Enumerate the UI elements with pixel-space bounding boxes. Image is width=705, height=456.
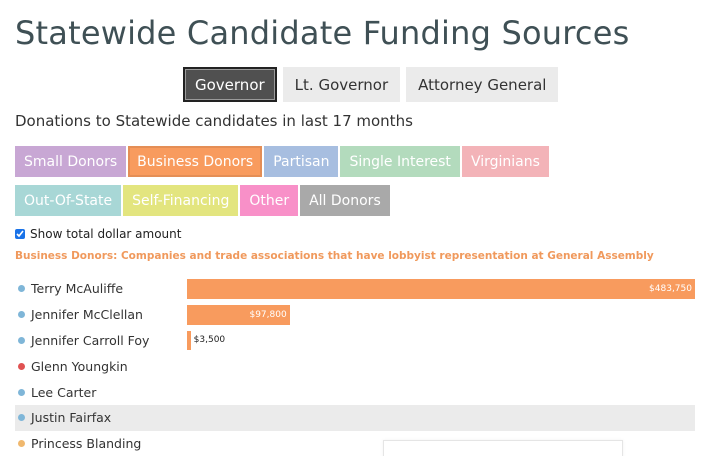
candidate-name: Justin Fairfax (31, 410, 112, 426)
party-dot-icon (18, 285, 25, 293)
bar-track (187, 382, 695, 402)
filter-out-of-state[interactable]: Out-Of-State (15, 185, 122, 216)
filter-all-donors[interactable]: All Donors (300, 185, 390, 216)
candidate-row[interactable]: Glenn Youngkin (15, 353, 695, 379)
candidate-row[interactable]: Jennifer McClellan $97,800 (15, 302, 695, 328)
candidate-row[interactable]: Princess Blanding (15, 431, 695, 456)
candidate-row[interactable]: Terry McAuliffe $483,750 (15, 276, 695, 302)
party-dot-icon (18, 362, 25, 370)
party-dot-icon (18, 311, 25, 319)
party-dot-icon (18, 414, 25, 422)
candidate-bar-chart: Terry McAuliffe $483,750 Jennifer McClella… (15, 276, 695, 456)
bar-track: $97,800 (187, 304, 695, 325)
funding-bar[interactable] (187, 279, 695, 299)
show-total-checkbox[interactable] (15, 229, 25, 239)
category-description: Business Donors: Companies and trade ass… (15, 250, 654, 262)
page-title: Statewide Candidate Funding Sources (15, 14, 630, 52)
candidate-name: Lee Carter (31, 384, 97, 400)
candidate-row[interactable]: Jennifer Carroll Foy $3,500 (15, 328, 695, 354)
filter-small-donors[interactable]: Small Donors (15, 146, 127, 177)
tab-lt-governor[interactable]: Lt. Governor (282, 67, 401, 102)
candidate-name: Glenn Youngkin (31, 358, 128, 374)
party-dot-icon (18, 336, 25, 344)
candidate-row[interactable]: Lee Carter (15, 379, 695, 405)
party-dot-icon (18, 388, 25, 396)
bar-track: $3,500 (187, 330, 695, 351)
filter-partisan[interactable]: Partisan (264, 146, 339, 177)
bar-track (187, 356, 695, 376)
tooltip-panel (383, 440, 623, 456)
funding-bar[interactable] (187, 304, 290, 325)
filter-single-interest[interactable]: Single Interest (340, 146, 460, 177)
bar-track: $483,750 (187, 279, 695, 299)
candidate-name: Jennifer McClellan (31, 307, 143, 323)
party-dot-icon (18, 440, 25, 448)
filter-virginians[interactable]: Virginians (461, 146, 549, 177)
donor-category-filters: Small Donors Business Donors Partisan Si… (15, 146, 655, 216)
bar-value-label: $3,500 (193, 335, 226, 346)
candidate-name: Jennifer Carroll Foy (31, 332, 150, 348)
page-subtitle: Donations to Statewide candidates in las… (15, 112, 413, 130)
funding-bar[interactable] (187, 330, 191, 351)
candidate-name: Terry McAuliffe (31, 281, 124, 297)
show-total-label: Show total dollar amount (30, 227, 182, 241)
candidate-row[interactable]: Justin Fairfax (15, 404, 695, 431)
tab-attorney-general[interactable]: Attorney General (406, 67, 559, 102)
bar-track (187, 408, 695, 428)
candidate-name: Princess Blanding (31, 436, 142, 452)
tab-governor[interactable]: Governor (183, 67, 277, 102)
show-total-option[interactable]: Show total dollar amount (15, 227, 181, 241)
filter-other[interactable]: Other (240, 185, 299, 216)
office-tabs: Governor Lt. Governor Attorney General (183, 67, 559, 102)
bar-value-label: $97,800 (249, 309, 287, 320)
filter-self-financing[interactable]: Self-Financing (123, 185, 239, 216)
bar-value-label: $483,750 (649, 283, 692, 294)
filter-business-donors[interactable]: Business Donors (128, 146, 263, 177)
